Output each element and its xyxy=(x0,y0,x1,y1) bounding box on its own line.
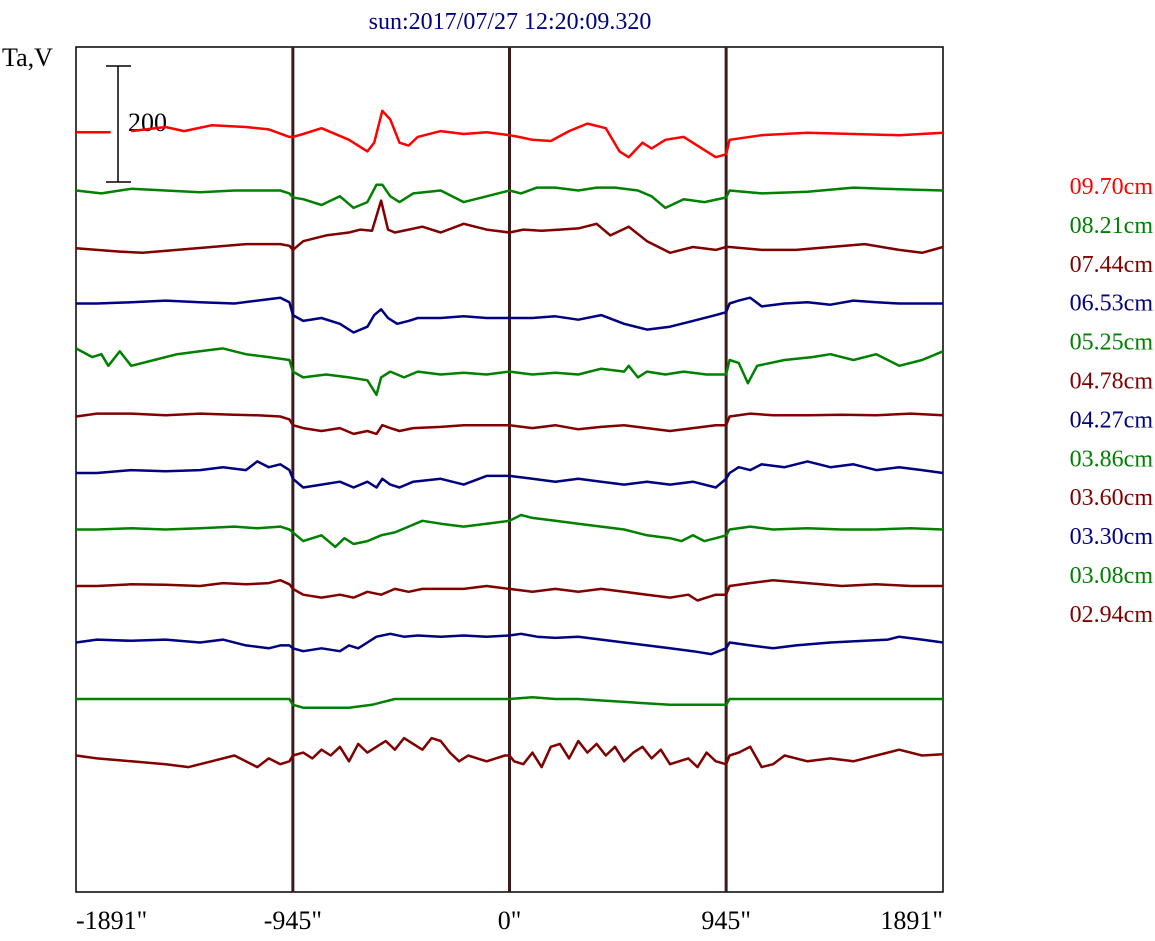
series-line-03.86cm xyxy=(76,513,944,549)
chart-title: sun:2017/07/27 12:20:09.320 xyxy=(369,9,652,35)
series-line-08.21cm xyxy=(75,183,944,210)
legend-entry: 09.70cm xyxy=(1070,174,1154,200)
x-tick-label: 0" xyxy=(498,906,522,935)
legend-entry: 04.27cm xyxy=(1070,407,1154,433)
legend-entry: 05.25cm xyxy=(1070,330,1154,356)
x-tick-label: -945" xyxy=(264,906,322,935)
x-tick-label: 1891" xyxy=(880,906,943,935)
x-tick-label: -1891" xyxy=(76,906,147,935)
vertical-markers xyxy=(291,47,728,892)
series-line-03.60cm xyxy=(76,578,943,602)
series-line-05.25cm xyxy=(75,347,944,397)
legend-entry: 08.21cm xyxy=(1070,213,1154,239)
series-line-09.70cm xyxy=(76,109,944,159)
series-line-03.08cm xyxy=(76,696,943,709)
scale-bar: 200 xyxy=(106,65,167,183)
legend-entry: 04.78cm xyxy=(1070,369,1154,395)
scale-bar-label: 200 xyxy=(128,108,167,137)
y-axis-label: Ta,V xyxy=(2,43,53,72)
legend-entry: 03.08cm xyxy=(1070,563,1154,589)
series-line-07.44cm xyxy=(75,199,944,255)
legend-entry: 03.60cm xyxy=(1070,485,1154,511)
x-tick-label: 945" xyxy=(701,906,751,935)
legend-entry: 07.44cm xyxy=(1070,252,1154,278)
series-line-04.78cm xyxy=(75,412,944,436)
series-line-03.30cm xyxy=(75,632,944,656)
series-traces xyxy=(75,109,944,769)
legend: 09.70cm 08.21cm 07.44cm 06.53cm 05.25cm 04.78… xyxy=(1070,174,1154,628)
x-tick-labels: -1891" -945" 0" 945" 1891" xyxy=(76,906,943,935)
legend-entry: 06.53cm xyxy=(1070,291,1154,317)
legend-entry: 03.30cm xyxy=(1070,524,1154,550)
series-line-02.94cm xyxy=(75,736,944,769)
legend-entry: 02.94cm xyxy=(1070,602,1154,628)
series-line-04.27cm xyxy=(76,460,944,489)
series-line-06.53cm xyxy=(76,296,943,334)
legend-entry: 03.86cm xyxy=(1070,446,1154,472)
